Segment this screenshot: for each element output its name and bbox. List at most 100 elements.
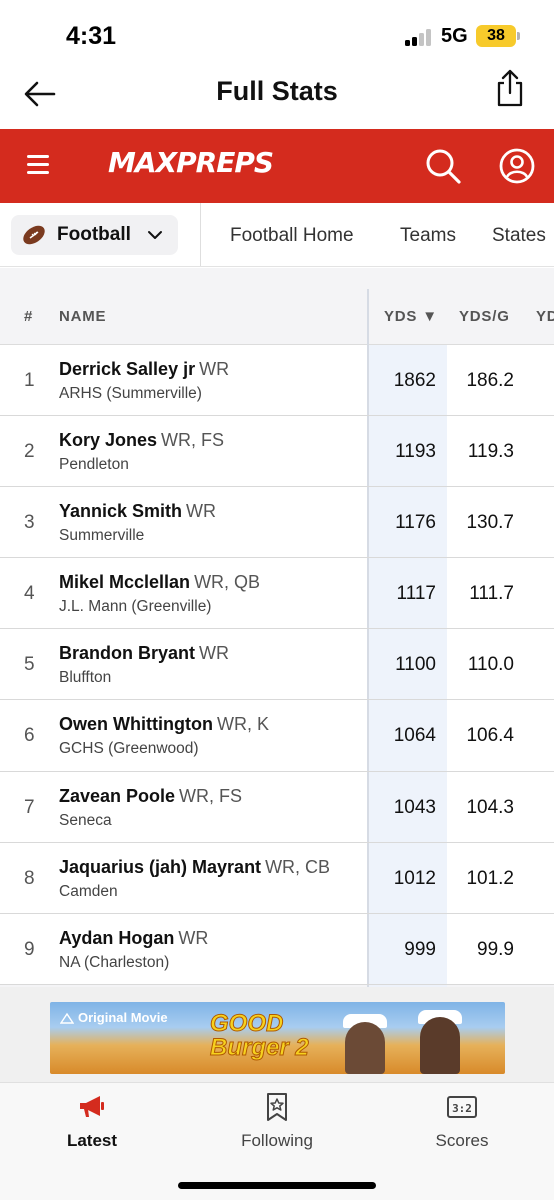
yds-per-game-cell: 104.3 [466, 796, 514, 818]
column-divider [367, 289, 369, 1004]
table-row[interactable]: 3 Yannick Smith WR Summerville 1176 130.7 [0, 487, 554, 559]
yds-per-game-cell: 130.7 [466, 512, 514, 534]
player-position: WR [178, 927, 209, 948]
yds-per-game-cell: 186.2 [466, 370, 514, 391]
account-icon[interactable] [498, 147, 536, 185]
sport-nav: Football Football Home Teams States [0, 203, 554, 267]
battery-tip [517, 32, 520, 40]
tab-scores[interactable]: 3:2 Scores [392, 1091, 532, 1161]
stats-table: # NAME YDS ▼ YDS/G YD 1 Derrick Salley j… [0, 268, 554, 1004]
yds-cell: 1862 [393, 370, 436, 391]
home-indicator [178, 1182, 376, 1189]
player-school[interactable]: Pendleton [59, 456, 129, 474]
rank-cell: 3 [24, 512, 35, 534]
signal-icon [405, 28, 435, 46]
hamburger-menu-icon[interactable] [27, 155, 49, 175]
player-name-text: Mikel Mcclellan [59, 572, 191, 593]
tab-latest-label: Latest [66, 1131, 118, 1150]
ad-title-line1: GOOD [209, 1010, 284, 1038]
player-school[interactable]: GCHS (Greenwood) [59, 740, 199, 758]
yds-cell: 1064 [393, 725, 436, 747]
player-name[interactable]: Zavean Poole WR, FS [59, 786, 242, 807]
yds-cell: 999 [404, 938, 436, 960]
table-header: # NAME YDS ▼ YDS/G YD [0, 289, 554, 345]
search-icon[interactable] [424, 147, 462, 185]
player-name[interactable]: Brandon Bryant WR [59, 643, 229, 664]
table-row[interactable]: 4 Mikel Mcclellan WR, QB J.L. Mann (Green… [0, 558, 554, 630]
player-name[interactable]: Aydan Hogan WR [59, 928, 208, 949]
table-row[interactable]: 2 Kory Jones WR, FS Pendleton 1193 119.3 [0, 416, 554, 488]
player-name-text: Kory Jones [59, 430, 158, 451]
player-name-text: Owen Whittington [59, 714, 213, 735]
tab-following-label: Following [241, 1131, 313, 1150]
yds-cell: 1100 [395, 654, 436, 676]
table-row[interactable]: 5 Brandon Bryant WR Bluffton 1100 110.0 [0, 629, 554, 701]
player-school[interactable]: Seneca [59, 811, 112, 829]
tab-football-home[interactable]: Football Home [230, 225, 354, 246]
scoreboard-icon: 3:2 [447, 1096, 477, 1118]
table-row[interactable]: 7 Zavean Poole WR, FS Seneca 1043 104.3 [0, 771, 554, 843]
rank-cell: 9 [24, 938, 35, 960]
rank-cell: 6 [24, 725, 35, 747]
player-school[interactable]: Summerville [59, 527, 145, 545]
player-school[interactable]: Bluffton [59, 669, 112, 687]
table-row[interactable]: 9 Aydan Hogan WR NA (Charleston) 999 99.9 [0, 913, 554, 985]
yds-per-game-cell: 99.9 [477, 938, 514, 960]
tab-states[interactable]: States [492, 225, 546, 246]
rank-cell: 8 [24, 867, 35, 889]
player-school[interactable]: J.L. Mann (Greenville) [59, 598, 212, 616]
column-header-next[interactable]: YD [536, 308, 554, 325]
player-school[interactable]: ARHS (Summerville) [59, 385, 202, 402]
player-name-text: Zavean Poole [59, 785, 176, 806]
player-name[interactable]: Owen Whittington WR, K [59, 714, 269, 735]
tab-teams[interactable]: Teams [400, 225, 456, 246]
status-bar: 4:31 5G 38 [0, 0, 554, 64]
yds-cell: 1117 [396, 583, 436, 605]
tab-latest[interactable]: Latest [22, 1091, 162, 1161]
yds-cell: 1176 [395, 512, 436, 534]
player-name-text: Yannick Smith [59, 501, 183, 522]
battery-icon: 38 [476, 25, 516, 47]
table-row[interactable]: 8 Jaquarius (jah) Mayrant WR, CB Camden 1… [0, 842, 554, 914]
megaphone-icon [80, 1096, 104, 1117]
table-row[interactable]: 6 Owen Whittington WR, K GCHS (Greenwood)… [0, 700, 554, 772]
rank-cell: 2 [24, 441, 35, 463]
player-position: WR, FS [179, 785, 243, 806]
bookmark-star-icon [267, 1093, 287, 1121]
player-name[interactable]: Jaquarius (jah) Mayrant WR, CB [59, 857, 330, 878]
divider [200, 203, 201, 266]
yds-cell: 1193 [395, 441, 436, 463]
maxpreps-logo[interactable]: MAXPREPS [108, 146, 274, 179]
back-arrow-icon[interactable] [22, 76, 58, 112]
svg-text:3:2: 3:2 [452, 1102, 472, 1115]
tab-scores-label: Scores [435, 1131, 489, 1150]
table-row[interactable]: 1 Derrick Salley jr WR ARHS (Summerville)… [0, 345, 554, 417]
player-position: WR [199, 643, 230, 664]
player-school[interactable]: Camden [59, 882, 118, 900]
yds-per-game-cell: 111.7 [469, 583, 514, 605]
share-icon[interactable] [493, 68, 527, 108]
player-school[interactable]: NA (Charleston) [59, 953, 170, 971]
player-name-text: Brandon Bryant [59, 643, 196, 664]
ad-container: Original Movie GOOD Burger 2 [0, 987, 554, 1082]
player-name[interactable]: Derrick Salley jr WR [59, 359, 229, 380]
rank-cell: 1 [24, 370, 35, 391]
chevron-down-icon [148, 231, 162, 239]
ad-banner[interactable]: Original Movie GOOD Burger 2 [50, 1002, 505, 1074]
player-name[interactable]: Mikel Mcclellan WR, QB [59, 572, 260, 593]
status-time: 4:31 [66, 22, 117, 50]
player-name[interactable]: Kory Jones WR, FS [59, 430, 224, 451]
column-header-yds-per-game[interactable]: YDS/G [459, 308, 510, 325]
player-position: WR [199, 359, 230, 379]
tab-following[interactable]: Following [207, 1091, 347, 1161]
rank-cell: 5 [24, 654, 35, 676]
page-title: Full Stats [216, 76, 338, 106]
player-name-text: Jaquarius (jah) Mayrant [59, 856, 262, 877]
player-name[interactable]: Yannick Smith WR [59, 501, 216, 522]
yds-cell: 1012 [393, 867, 436, 889]
ad-character [345, 1022, 385, 1074]
column-header-yds[interactable]: YDS ▼ [384, 308, 438, 325]
sport-selector[interactable]: Football [11, 215, 178, 255]
player-position: WR, QB [194, 572, 261, 593]
column-header-name[interactable]: NAME [59, 308, 107, 325]
